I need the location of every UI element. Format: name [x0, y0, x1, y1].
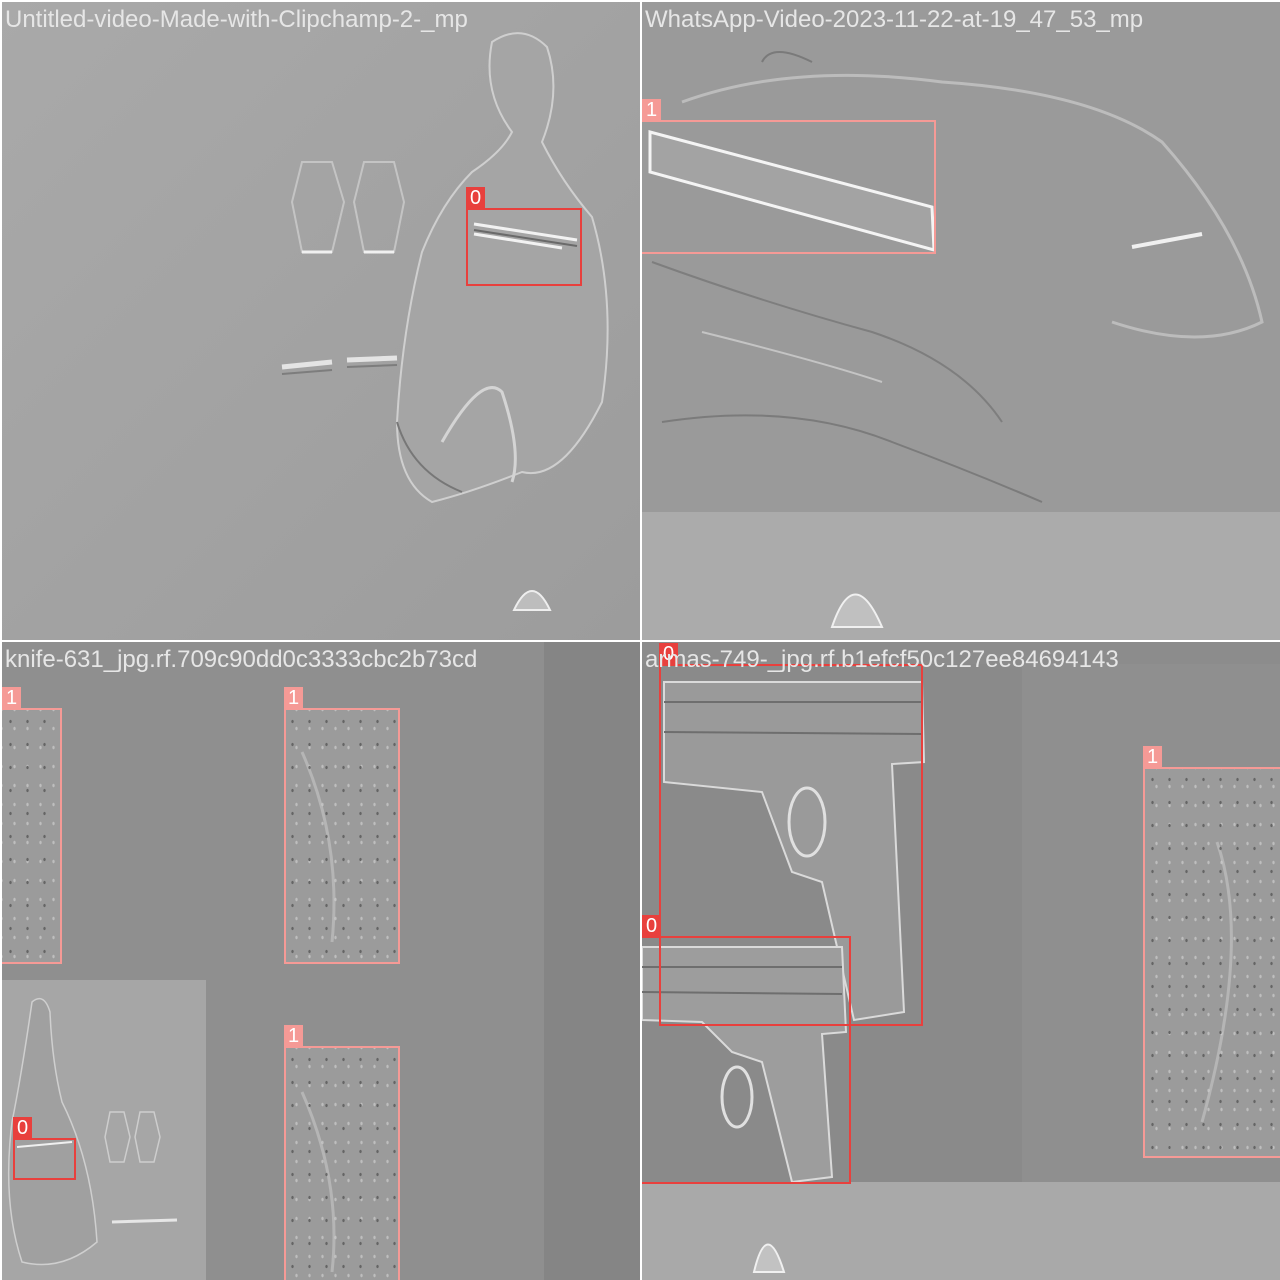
- mosaic-tile-bottom-right: armas-749-_jpg.rf.b1efcf50c127ee84694143…: [642, 642, 1280, 1280]
- knife-texture: [284, 710, 400, 964]
- knife-texture: [1144, 768, 1280, 1156]
- class-label: 1: [2, 687, 21, 709]
- embossed-image-person-holding-pistol: [2, 2, 640, 640]
- tile-title: armas-749-_jpg.rf.b1efcf50c127ee84694143: [645, 646, 1119, 673]
- class-label: 1: [642, 99, 661, 121]
- class-label: 1: [284, 1025, 303, 1047]
- class-label: 0: [642, 915, 661, 937]
- class-label: 0: [466, 187, 485, 209]
- detection-box-class-1: 1: [284, 1025, 400, 1280]
- mosaic-tile-top-right: WhatsApp-Video-2023-11-22-at-19_47_53_mp…: [642, 2, 1280, 640]
- class-label: 1: [284, 687, 303, 709]
- detection-box-class-0: 0: [642, 915, 851, 1184]
- embossed-image-person-with-knife: [642, 2, 1280, 640]
- tile-title: Untitled-video-Made-with-Clipchamp-2-_mp: [5, 6, 468, 33]
- mosaic-tile-bottom-left: knife-631_jpg.rf.709c90dd0c3333cbc2b73cd…: [2, 642, 640, 1280]
- class-label: 0: [659, 643, 678, 665]
- detection-box-class-0: 0: [659, 643, 923, 1026]
- class-label: 1: [1143, 746, 1162, 768]
- tile-title: knife-631_jpg.rf.709c90dd0c3333cbc2b73cd: [5, 646, 478, 673]
- class-label: 0: [13, 1117, 32, 1139]
- detection-box-class-0: 0: [466, 187, 582, 286]
- knife-texture: [2, 710, 62, 964]
- tile-title: WhatsApp-Video-2023-11-22-at-19_47_53_mp: [645, 6, 1144, 33]
- detection-box-class-0: 0: [13, 1117, 76, 1180]
- detection-box-class-1: 1: [2, 687, 62, 964]
- detection-box-class-1: 1: [1143, 746, 1280, 1158]
- detection-box-class-1: 1: [284, 687, 400, 964]
- mosaic-tile-top-left: Untitled-video-Made-with-Clipchamp-2-_mp…: [2, 2, 640, 640]
- detection-box-class-1: 1: [642, 99, 936, 254]
- knife-texture: [284, 1048, 400, 1280]
